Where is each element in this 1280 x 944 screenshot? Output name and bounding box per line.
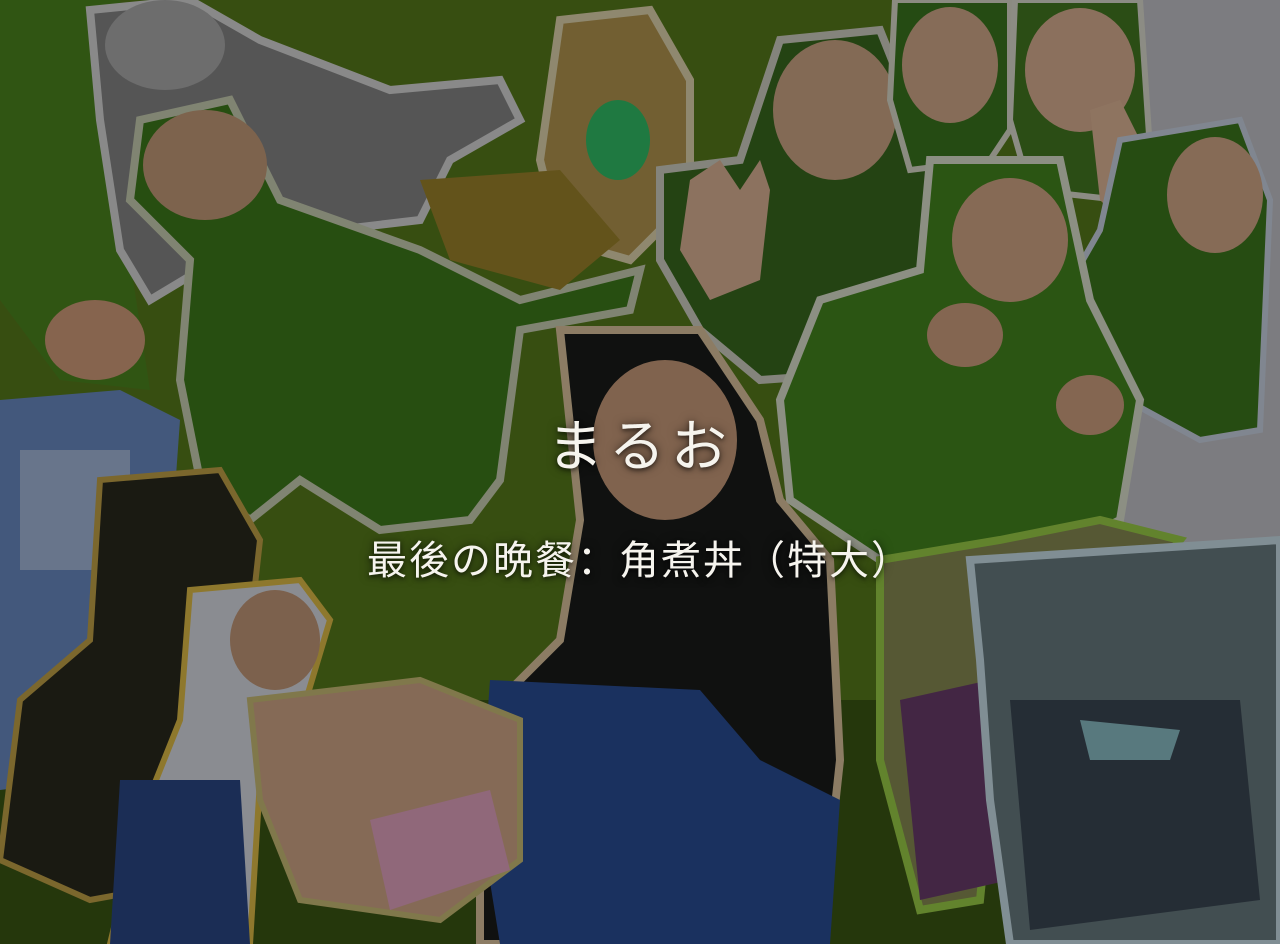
collage-photo-brooch-gem: [586, 100, 650, 180]
collage-photo-peace-face: [773, 40, 897, 180]
collage-photo-sneaker-gray-shoe: [1010, 700, 1260, 930]
collage-photo-glasses-face: [230, 590, 320, 690]
collage-photo-thinking-face: [593, 360, 737, 520]
collage-photo-fist-face: [952, 178, 1068, 302]
collage-photo-gray-face: [105, 0, 225, 90]
collage-photo-laughing-face: [143, 110, 267, 220]
collage-photo-smiling-face-top: [902, 7, 998, 123]
collage-photo-gold-chain: [420, 170, 620, 290]
collage-photo-jeans-left: [110, 780, 250, 944]
collage-photo-fist-right: [1056, 375, 1124, 435]
collage-photo-right-face: [1167, 137, 1263, 253]
collage-photo-laughing-man-green-shirt: [125, 95, 646, 535]
page-subtitle: 最後の晩餐：角煮丼（特大）: [367, 538, 913, 584]
collage-photo-fist-left: [927, 303, 1003, 367]
collage-photo-shoelaces: [1080, 720, 1180, 760]
page-title: まるお: [547, 415, 733, 480]
collage-photo-notebook: [370, 790, 510, 910]
collage-photo-jeans-thinking: [480, 680, 840, 944]
collage-photo-left-fist: [45, 300, 145, 380]
collage-photo-grinning-face: [1025, 8, 1135, 132]
collage-photo-peace-hand: [680, 160, 770, 300]
